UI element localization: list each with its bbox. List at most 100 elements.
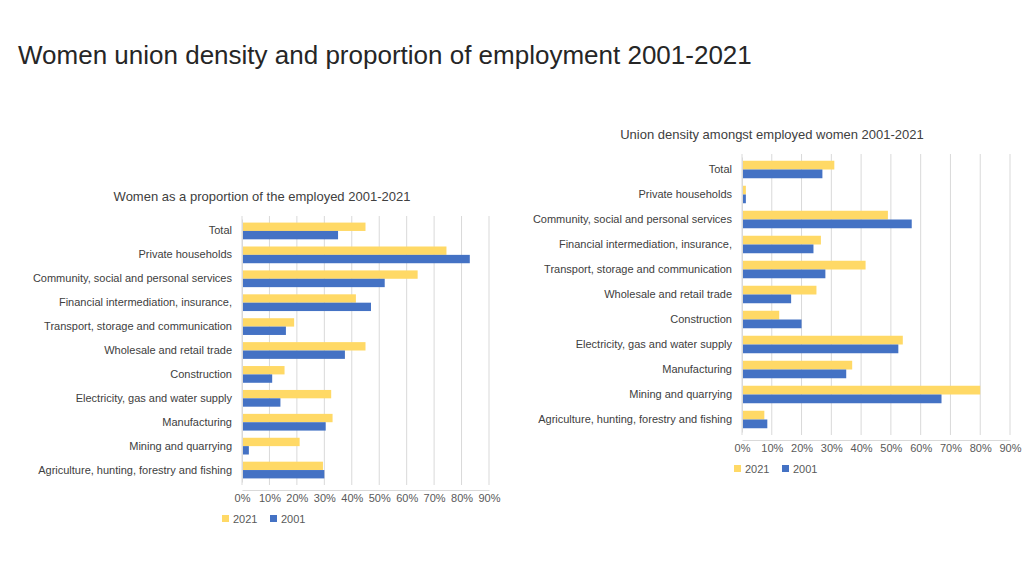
tick: Mining and quarrying bbox=[629, 388, 742, 400]
category-label: Wholesale and retail trade bbox=[604, 288, 732, 300]
bar bbox=[742, 336, 903, 345]
tick: 30% bbox=[821, 440, 843, 454]
category-label: Private households bbox=[138, 248, 232, 260]
bar bbox=[742, 345, 898, 354]
category-label: Private households bbox=[638, 188, 732, 200]
category-axis: TotalPrivate householdsCommunity, social… bbox=[533, 158, 743, 433]
tick-label: 20% bbox=[286, 492, 308, 504]
grid-line bbox=[742, 154, 743, 435]
tick-label: 50% bbox=[880, 442, 902, 454]
legend-swatch bbox=[782, 465, 789, 472]
grid-line bbox=[489, 216, 490, 485]
bar bbox=[242, 303, 371, 311]
axis-line bbox=[742, 158, 743, 433]
chart-title: Union density amongst employed women 200… bbox=[620, 127, 924, 142]
tick: 70% bbox=[424, 490, 446, 504]
category-label: Electricity, gas and water supply bbox=[76, 392, 233, 404]
legend-swatch bbox=[270, 515, 277, 522]
tick-label: 60% bbox=[396, 492, 418, 504]
bar bbox=[242, 470, 324, 478]
tick-label: 40% bbox=[341, 492, 363, 504]
bar bbox=[242, 231, 338, 239]
bar bbox=[242, 414, 333, 422]
tick: 90% bbox=[999, 440, 1021, 454]
bar bbox=[742, 420, 767, 429]
category-axis: TotalPrivate householdsCommunity, social… bbox=[33, 220, 243, 483]
category-label: Mining and quarrying bbox=[129, 440, 232, 452]
tick-label: 50% bbox=[369, 492, 391, 504]
bar bbox=[242, 351, 345, 359]
tick: 20% bbox=[791, 440, 813, 454]
legend-swatch bbox=[222, 515, 229, 522]
tick: 90% bbox=[478, 490, 500, 504]
tick: Total bbox=[709, 163, 742, 175]
category-label: Financial intermediation, insurance, bbox=[59, 296, 232, 308]
bar bbox=[242, 342, 366, 350]
tick-label: 40% bbox=[851, 442, 873, 454]
tick: 20% bbox=[286, 490, 308, 504]
bar bbox=[742, 295, 791, 304]
tick-label: 70% bbox=[424, 492, 446, 504]
category-label: Total bbox=[209, 224, 232, 236]
tick: Construction bbox=[670, 313, 742, 325]
grid-line bbox=[242, 216, 243, 485]
tick: Private households bbox=[138, 248, 242, 260]
grid-line bbox=[1010, 154, 1011, 435]
tick: Transport, storage and communication bbox=[44, 320, 242, 332]
legend-label: 2021 bbox=[233, 513, 257, 525]
category-label: Electricity, gas and water supply bbox=[576, 338, 733, 350]
tick: Wholesale and retail trade bbox=[604, 288, 742, 300]
tick-label: 30% bbox=[314, 492, 336, 504]
tick-label: 70% bbox=[940, 442, 962, 454]
grid bbox=[742, 154, 1010, 435]
bar bbox=[242, 462, 323, 470]
category-label: Financial intermediation, insurance, bbox=[559, 238, 732, 250]
tick-label: 10% bbox=[259, 492, 281, 504]
axis-line bbox=[242, 220, 243, 483]
bar bbox=[742, 386, 980, 395]
bar bbox=[242, 279, 385, 287]
tick: 60% bbox=[910, 440, 932, 454]
tick: 40% bbox=[341, 490, 363, 504]
bar bbox=[742, 170, 822, 179]
bars bbox=[742, 161, 980, 429]
bar bbox=[242, 294, 356, 302]
bar bbox=[242, 270, 418, 278]
legend-label: 2021 bbox=[745, 463, 769, 475]
tick: Construction bbox=[170, 368, 242, 380]
tick-label: 20% bbox=[791, 442, 813, 454]
tick: 50% bbox=[880, 440, 902, 454]
tick: 40% bbox=[851, 440, 873, 454]
tick: 30% bbox=[314, 490, 336, 504]
category-label: Construction bbox=[170, 368, 232, 380]
tick-label: 30% bbox=[821, 442, 843, 454]
bar bbox=[742, 245, 813, 254]
category-label: Transport, storage and communication bbox=[544, 263, 732, 275]
category-label: Transport, storage and communication bbox=[44, 320, 232, 332]
legend-label: 2001 bbox=[281, 513, 305, 525]
tick: Total bbox=[209, 224, 242, 236]
bar bbox=[242, 374, 272, 382]
tick: 60% bbox=[396, 490, 418, 504]
tick: Electricity, gas and water supply bbox=[576, 338, 742, 350]
bar bbox=[742, 411, 764, 420]
legend: 2021 2001 bbox=[222, 513, 305, 525]
bar bbox=[242, 390, 331, 398]
tick: 0% bbox=[235, 490, 251, 504]
category-label: Wholesale and retail trade bbox=[104, 344, 232, 356]
bar bbox=[742, 286, 816, 295]
tick: 10% bbox=[259, 490, 281, 504]
tick-label: 80% bbox=[970, 442, 992, 454]
bar bbox=[242, 438, 300, 446]
tick: Financial intermediation, insurance, bbox=[59, 296, 242, 308]
tick: Manufacturing bbox=[662, 363, 742, 375]
tick: Transport, storage and communication bbox=[544, 263, 742, 275]
legend-swatch bbox=[734, 465, 741, 472]
bar bbox=[242, 446, 249, 454]
category-label: Total bbox=[709, 163, 732, 175]
tick: 10% bbox=[761, 440, 783, 454]
category-label: Agriculture, hunting, forestry and fishi… bbox=[38, 464, 232, 476]
tick: 50% bbox=[369, 490, 391, 504]
bar bbox=[742, 370, 846, 379]
category-label: Manufacturing bbox=[662, 363, 732, 375]
